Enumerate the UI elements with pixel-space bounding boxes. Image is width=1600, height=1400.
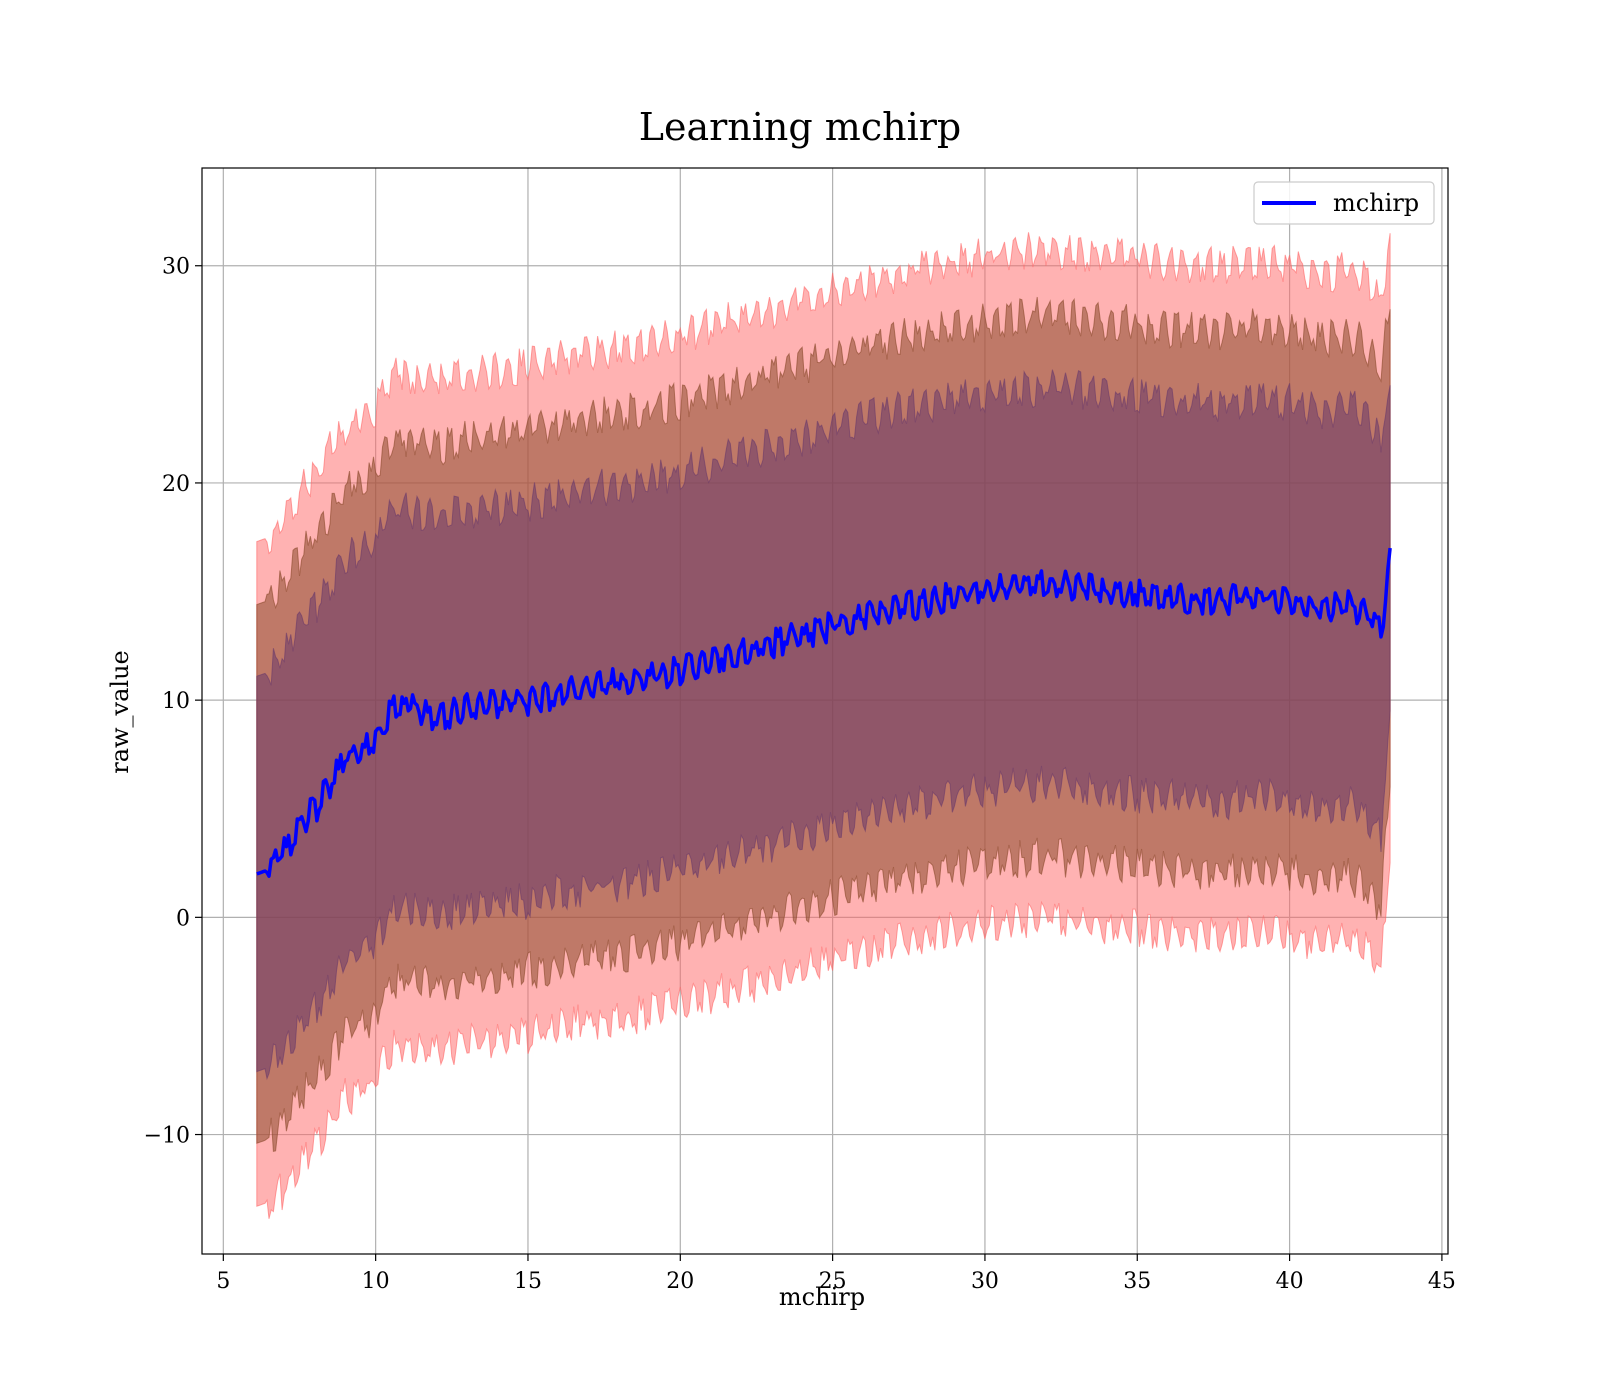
x-tick-label: 40 bbox=[1276, 1269, 1304, 1294]
x-tick-label: 10 bbox=[362, 1269, 390, 1294]
x-axis-ticks: 5 10 15 20 25 30 35 40 45 bbox=[216, 1254, 1456, 1294]
y-axis-ticks: −10 0 10 20 30 bbox=[144, 255, 202, 1149]
x-tick-label: 5 bbox=[216, 1269, 230, 1294]
legend: mchirp bbox=[1253, 181, 1435, 225]
band-sigma-1 bbox=[256, 369, 1391, 1081]
y-tick-label: 20 bbox=[162, 472, 190, 497]
legend-label-mchirp: mchirp bbox=[1333, 189, 1419, 217]
series-lines bbox=[256, 547, 1392, 878]
series-line-mchirp bbox=[256, 547, 1392, 878]
y-tick-label: 30 bbox=[162, 255, 190, 280]
y-tick-label: 0 bbox=[176, 906, 190, 931]
x-tick-label: 35 bbox=[1123, 1269, 1151, 1294]
x-tick-label: 15 bbox=[514, 1269, 542, 1294]
confidence-bands bbox=[256, 232, 1391, 1219]
x-tick-label: 20 bbox=[666, 1269, 694, 1294]
plot-frame bbox=[201, 167, 1449, 1255]
y-axis-label: raw_value bbox=[106, 650, 134, 774]
x-axis-label: mchirp bbox=[779, 1283, 865, 1311]
y-tick-label: −10 bbox=[144, 1124, 190, 1149]
x-tick-label: 30 bbox=[971, 1269, 999, 1294]
y-tick-label: 10 bbox=[162, 689, 190, 714]
chart-title: Learning mchirp bbox=[639, 105, 961, 149]
x-tick-label: 45 bbox=[1428, 1269, 1456, 1294]
x-tick-label: 25 bbox=[819, 1269, 847, 1294]
legend-box bbox=[1253, 181, 1435, 225]
